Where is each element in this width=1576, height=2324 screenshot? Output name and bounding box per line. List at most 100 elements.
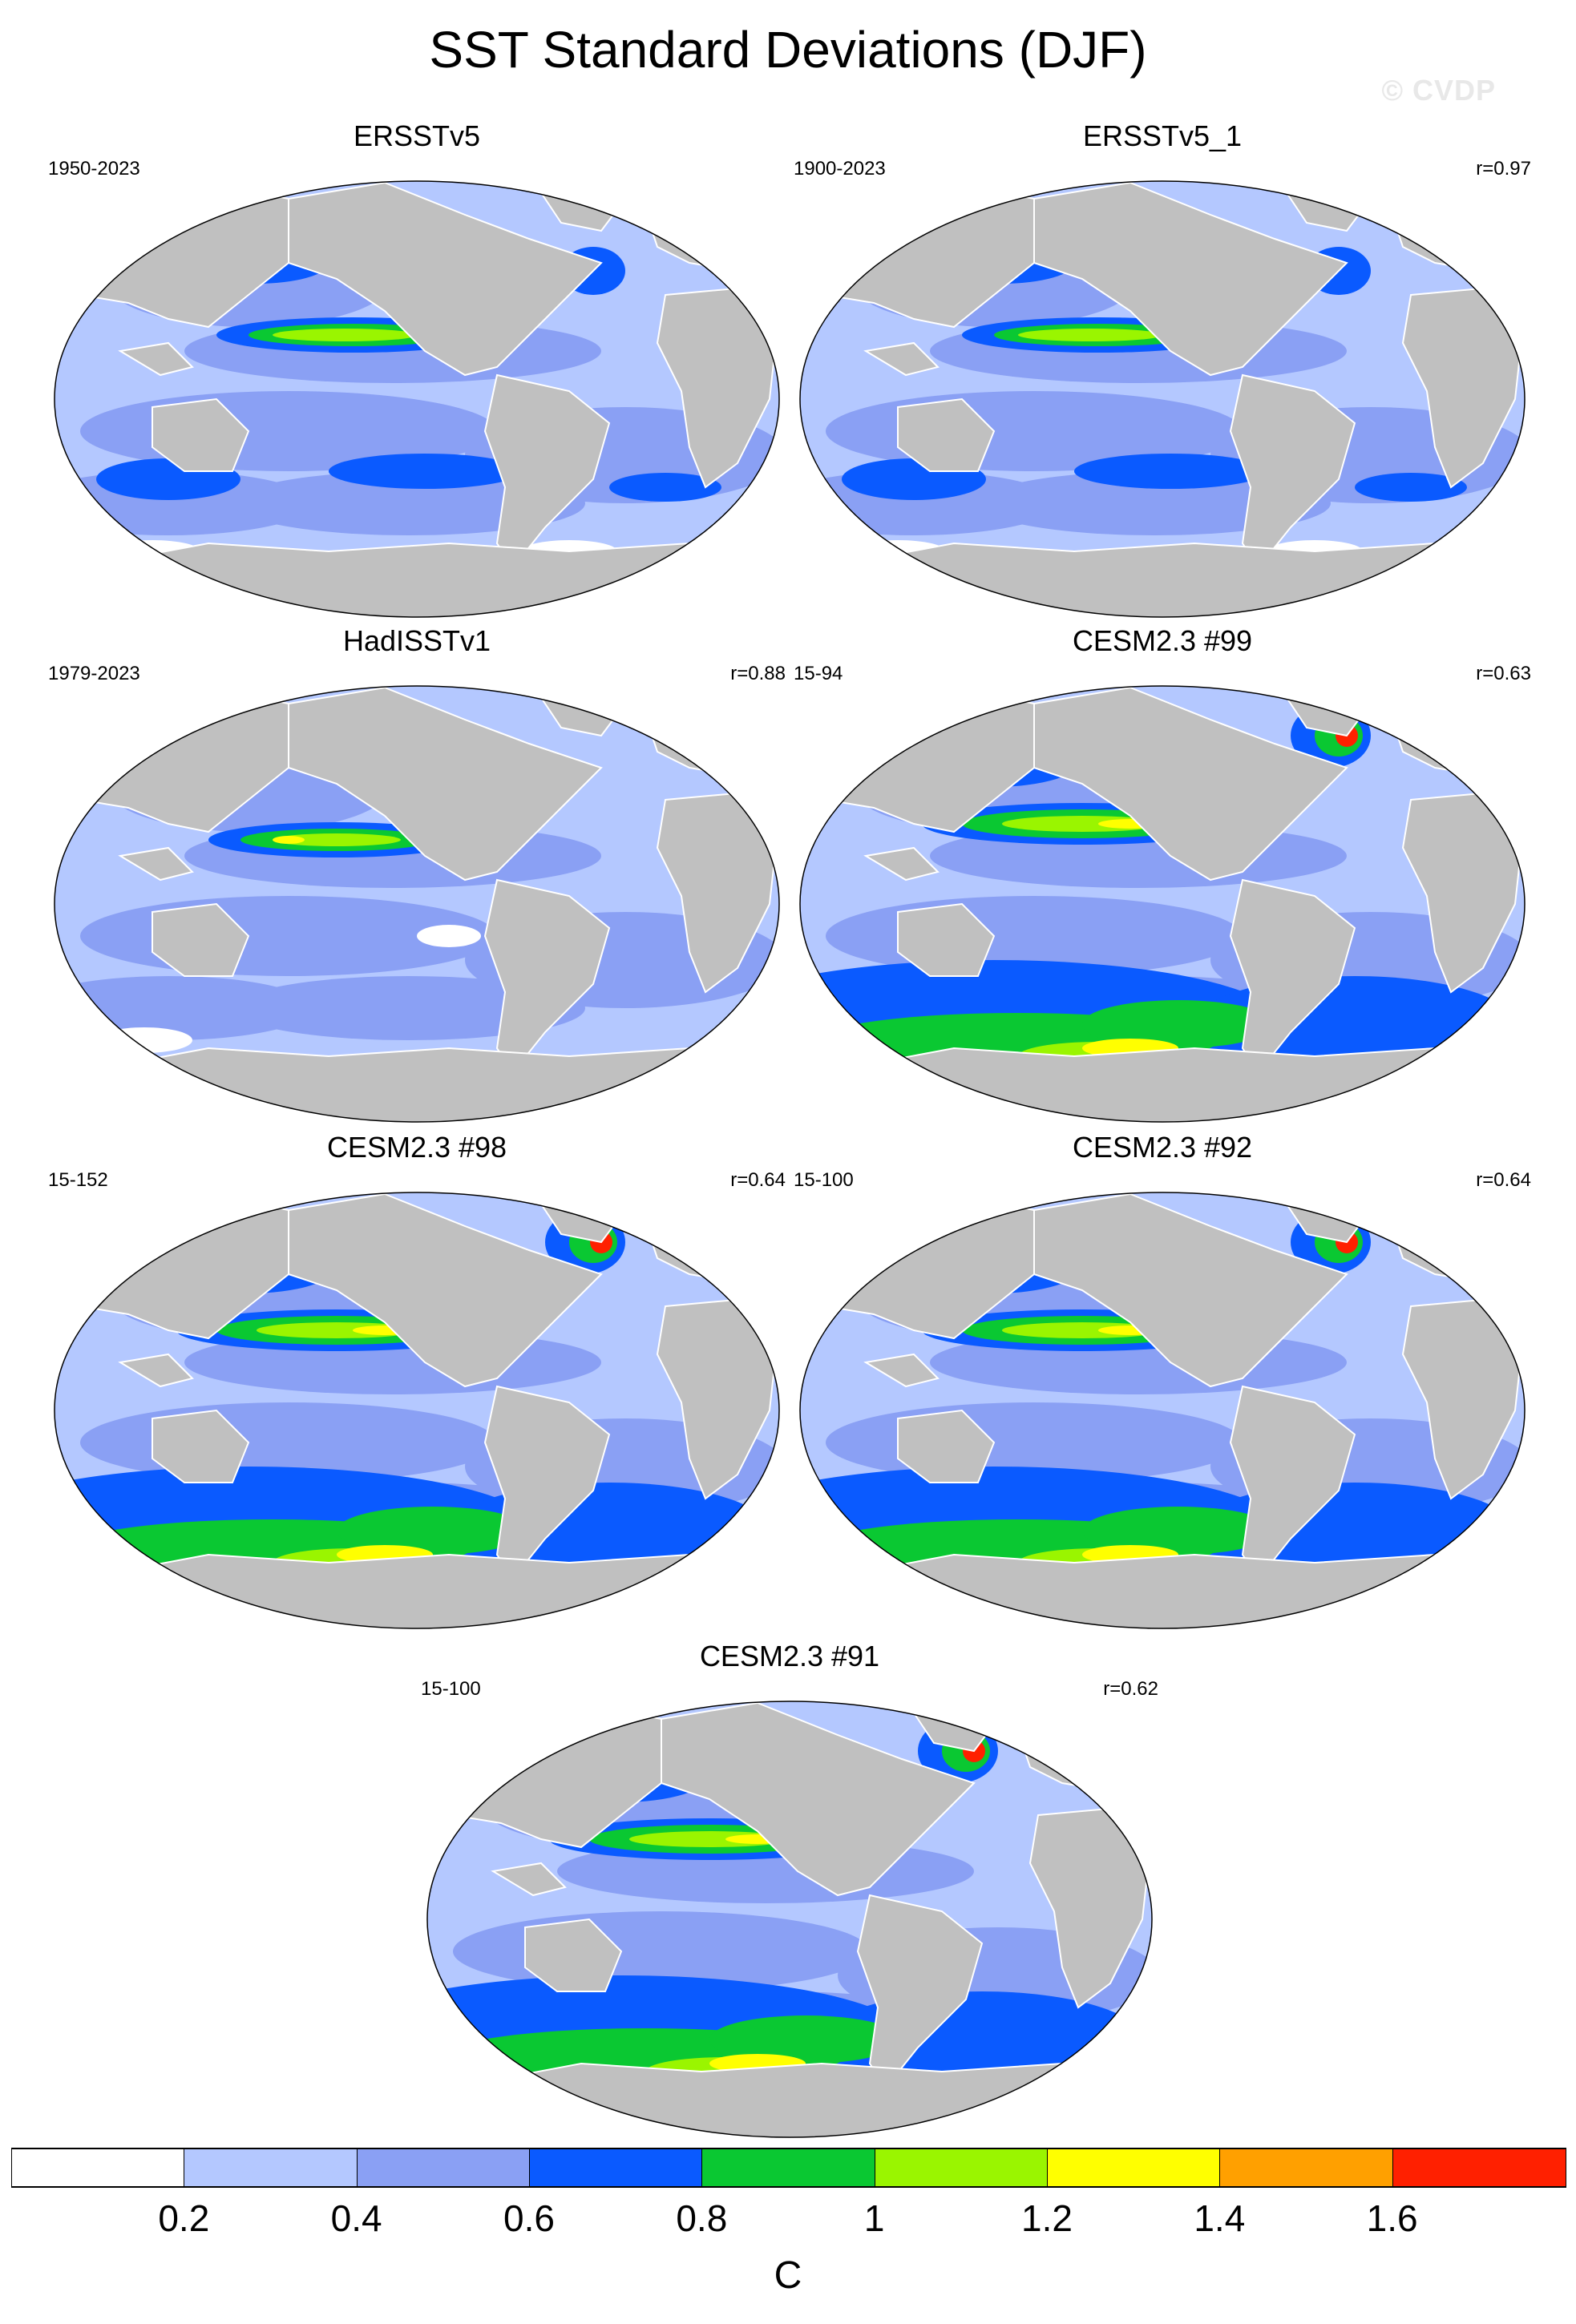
land-australia [897, 1409, 996, 1483]
sst-contour [273, 836, 305, 844]
panel-correlation: r=0.88 [730, 663, 786, 684]
sst-contour [337, 1507, 529, 1555]
land-north-america [288, 1192, 603, 1388]
land-north-america [1033, 181, 1348, 377]
map-content [800, 181, 1525, 617]
map-border [799, 685, 1525, 1123]
panel-title: ERSSTv5 [353, 119, 481, 152]
colorbar-units: C [774, 2254, 802, 2297]
colorbar-swatch [356, 2148, 530, 2188]
land-antarctica [822, 1553, 1501, 1628]
land-australia [152, 1409, 250, 1483]
map-border [799, 1192, 1525, 1629]
sst-contour [1082, 1000, 1275, 1048]
panel-period: 1979-2023 [48, 663, 140, 684]
land-antarctica [77, 1047, 756, 1122]
land-north-america [1033, 1192, 1348, 1388]
land-maritime-continent [863, 1353, 940, 1388]
panel-correlation: r=0.62 [1103, 1678, 1158, 1700]
land-antarctica [822, 542, 1501, 617]
land-australia [152, 397, 250, 472]
colorbar-tick-label: 0.4 [330, 2197, 382, 2239]
sst-contour [329, 454, 521, 489]
panel-correlation: r=0.64 [730, 1169, 786, 1191]
world-map [799, 1192, 1525, 1629]
map-border [54, 1192, 780, 1629]
panel-title: CESM2.3 #99 [1072, 624, 1253, 657]
land-antarctica [77, 542, 756, 617]
sst-contour [96, 1027, 192, 1053]
world-map [54, 1192, 780, 1629]
land-south-america [856, 1894, 984, 2089]
sst-contour [273, 329, 417, 341]
land-maritime-continent [863, 846, 940, 882]
colorbar-swatch [529, 2148, 703, 2188]
colorbar-swatch [701, 2148, 875, 2188]
land-north-america [661, 1701, 976, 1897]
land-maritime-continent [863, 341, 940, 377]
land-antarctica [77, 1553, 756, 1628]
land-antarctica [450, 2062, 1129, 2137]
map-panel-cesm-92: CESM2.3 #92 15-100 r=0.64 [794, 1130, 1531, 1643]
sst-contour [978, 471, 1331, 535]
land-south-america [483, 373, 611, 569]
map-panel-cesm-98: CESM2.3 #98 15-152 r=0.64 [48, 1130, 786, 1643]
sst-contour [1082, 1507, 1275, 1555]
map-content [55, 181, 779, 617]
figure-title: SST Standard Deviations (DJF) [429, 21, 1147, 79]
map-panel-ersstv5-1: ERSSTv5_1 1900-2023 r=0.97 [794, 119, 1531, 631]
land-north-america [1033, 686, 1348, 882]
panel-title: ERSSTv5_1 [1082, 119, 1243, 152]
panel-period: 1900-2023 [794, 158, 886, 180]
sst-contour [609, 473, 721, 502]
colorbar-tick-label: 1.6 [1366, 2197, 1418, 2239]
sst-contour [1018, 329, 1162, 341]
panel-period: 1950-2023 [48, 158, 140, 180]
map-content [55, 1192, 779, 1628]
sst-contour [417, 925, 481, 947]
land-maritime-continent [491, 1862, 567, 1897]
land-north-america [288, 181, 603, 377]
colorbar-tick-label: 0.6 [503, 2197, 555, 2239]
world-map [799, 180, 1525, 618]
panel-period: 15-100 [421, 1678, 481, 1700]
colorbar-tick-label: 0.8 [676, 2197, 728, 2239]
sst-contour [709, 2015, 902, 2064]
map-panel-ersstv5: ERSSTv5 1950-2023 [48, 119, 786, 631]
land-south-america [483, 1385, 611, 1580]
colorbar-tick-label: 1.4 [1194, 2197, 1246, 2239]
colorbar-swatch [1219, 2148, 1393, 2188]
colorbar-tick-label: 0.2 [158, 2197, 210, 2239]
map-panel-hadisstv1: HadISSTv1 1979-2023 r=0.88 [48, 623, 786, 1136]
cvdp-watermark: © CVDP [1381, 74, 1496, 107]
land-north-america [288, 686, 603, 882]
map-content [427, 1701, 1152, 2137]
map-content [55, 686, 779, 1122]
world-map [54, 180, 780, 618]
map-panel-cesm-91: CESM2.3 #91 15-100 r=0.62 [421, 1639, 1158, 2152]
panel-period: 15-152 [48, 1169, 108, 1191]
sst-contour [1355, 473, 1467, 502]
colorbar-tick-label: 1 [863, 2197, 885, 2239]
land-maritime-continent [118, 341, 194, 377]
land-australia [152, 902, 250, 977]
colorbar [11, 2148, 1566, 2188]
panel-title: CESM2.3 #92 [1072, 1131, 1253, 1164]
colorbar-swatch [1392, 2148, 1566, 2188]
panel-period: 15-100 [794, 1169, 854, 1191]
sst-contour [1074, 454, 1267, 489]
land-maritime-continent [118, 1353, 194, 1388]
colorbar-swatch [184, 2148, 358, 2188]
land-australia [524, 1918, 623, 1992]
map-border [54, 685, 780, 1123]
map-content [800, 1192, 1525, 1628]
panel-correlation: r=0.63 [1476, 663, 1531, 684]
sst-contour [273, 833, 401, 846]
colorbar-tick-label: 1.2 [1021, 2197, 1073, 2239]
world-map [54, 685, 780, 1123]
panel-title: CESM2.3 #98 [326, 1131, 507, 1164]
land-maritime-continent [118, 846, 194, 882]
map-content [800, 686, 1525, 1122]
land-south-america [1229, 373, 1356, 569]
panel-period: 15-94 [794, 663, 843, 684]
